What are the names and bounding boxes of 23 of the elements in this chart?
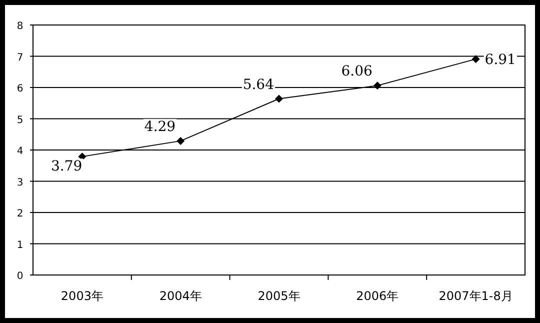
y-tick-label: 0	[16, 271, 24, 282]
data-label: 3.79	[51, 158, 82, 175]
point	[472, 55, 480, 64]
y-tick-label: 1	[16, 240, 24, 251]
y-tick-label: 4	[16, 146, 24, 157]
y-tick-label: 2	[16, 208, 24, 220]
data-label: 4.29	[144, 118, 176, 135]
data-label: 6.91	[484, 52, 516, 68]
x-tick-label: 2004年	[159, 289, 202, 303]
x-tick-label: 2006年	[356, 289, 399, 303]
y-tick-label: 8	[16, 21, 24, 32]
x-tick-label: 2005年	[258, 289, 300, 303]
y-tick-label: 6	[16, 84, 24, 94]
data-label: 5.64	[242, 76, 274, 93]
y-tick-label: 7	[16, 52, 24, 64]
point	[275, 94, 283, 103]
x-tick-label: 2007年1-8月	[438, 289, 513, 303]
data-label: 6.06	[341, 64, 372, 80]
point	[373, 82, 382, 90]
y-tick-label: 5	[16, 114, 24, 126]
point	[176, 136, 185, 145]
x-tick-label: 2003年	[60, 289, 104, 303]
y-tick-label: 3	[16, 177, 24, 188]
